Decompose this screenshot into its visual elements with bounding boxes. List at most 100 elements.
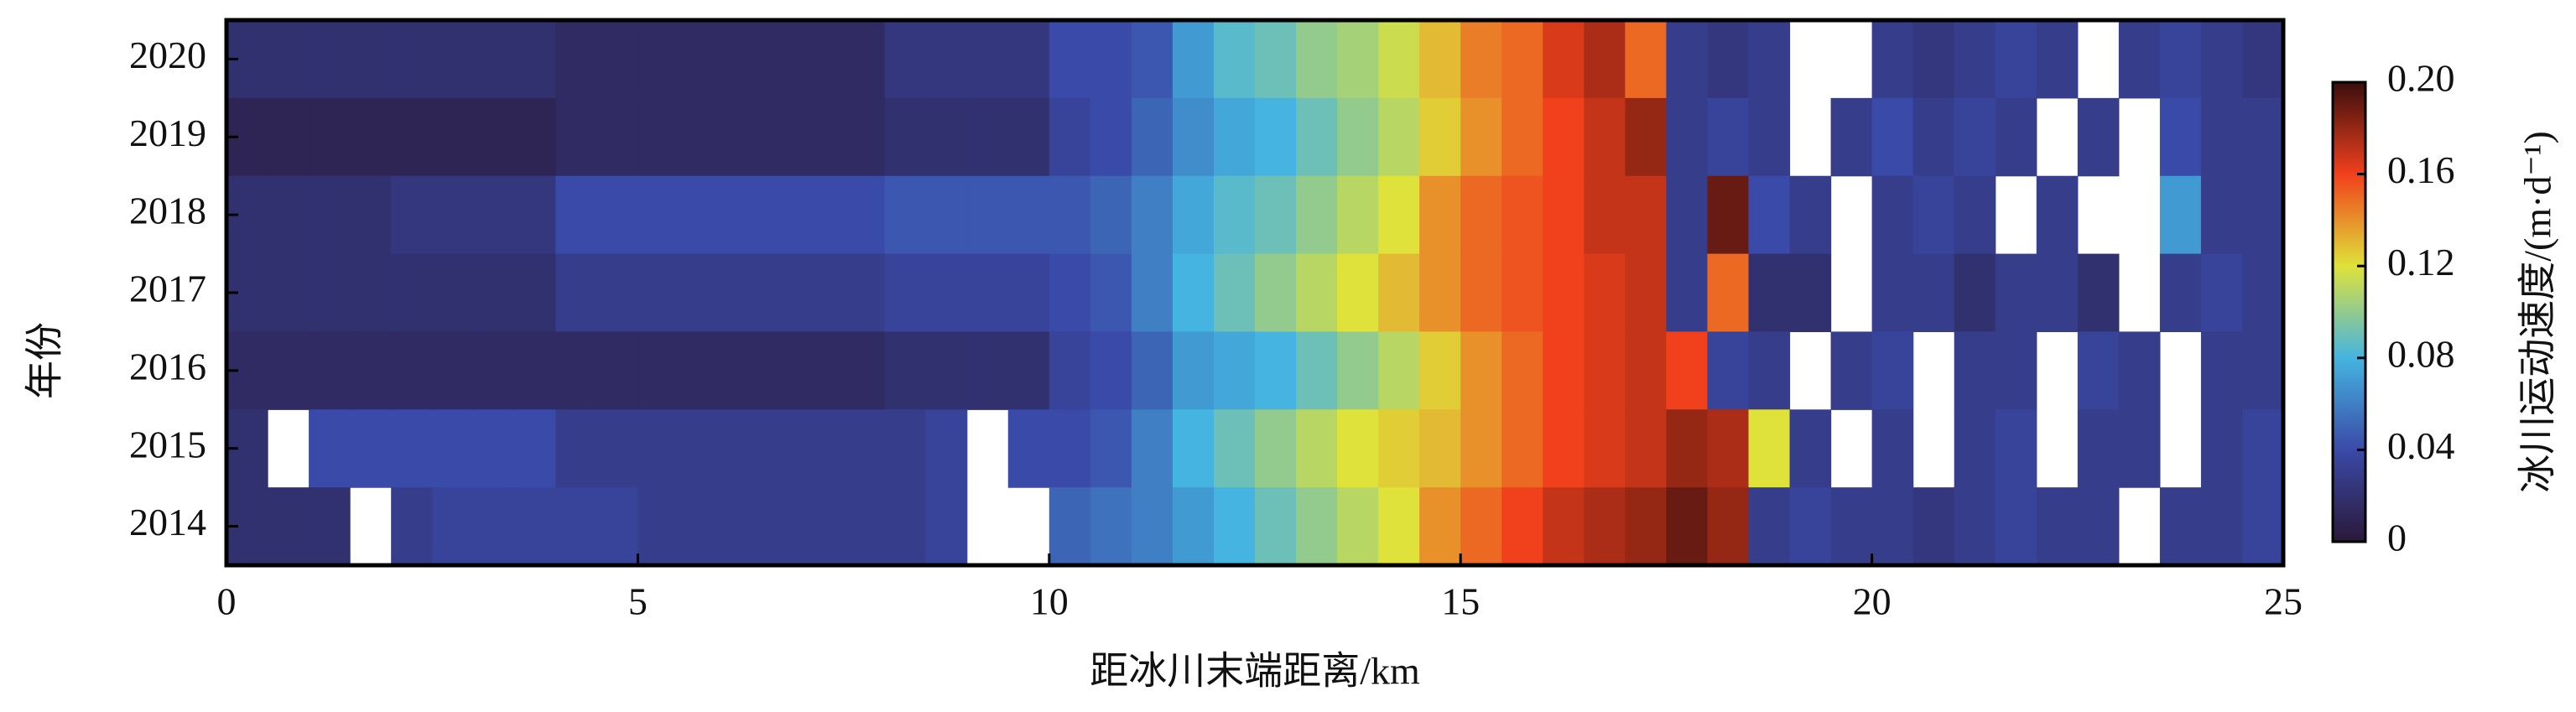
heat-cell (1954, 409, 1996, 488)
heat-cell (1337, 97, 1379, 177)
heat-cell (720, 20, 762, 99)
heat-cell (1501, 487, 1543, 566)
heat-cell (1131, 97, 1174, 177)
heat-cell (1296, 409, 1338, 488)
heat-cell (1296, 97, 1338, 177)
heat-cell (679, 175, 721, 255)
heat-cell (1255, 20, 1297, 99)
x-axis-label: 距冰川末端距离/km (1090, 650, 1420, 693)
heat-cell (1131, 331, 1174, 410)
heat-cell (761, 331, 804, 410)
heat-cell (1419, 409, 1461, 488)
heat-cell (1584, 253, 1626, 333)
heat-cell (2200, 331, 2243, 410)
heat-cell (802, 20, 845, 99)
heat-cell (432, 331, 474, 410)
heat-cell (1748, 175, 1791, 255)
heat-cell (925, 487, 968, 566)
heat-cell (843, 487, 886, 566)
heat-cell (1172, 253, 1215, 333)
heat-cell (2241, 253, 2284, 333)
heat-cell (1625, 175, 1667, 255)
heat-cell (2036, 20, 2079, 99)
heat-cell (1748, 331, 1791, 410)
heat-cell (1378, 97, 1420, 177)
heat-cell (309, 175, 351, 255)
heat-cell (596, 253, 638, 333)
heat-cell (1584, 97, 1626, 177)
heat-cell (1912, 20, 1955, 99)
heat-cell (1912, 175, 1955, 255)
heat-cell (1954, 331, 1996, 410)
heat-cell (1049, 409, 1091, 488)
heat-cell (2077, 331, 2120, 410)
heat-cell (884, 409, 927, 488)
heat-cell (1543, 487, 1585, 566)
heat-cell (596, 175, 638, 255)
heat-cell (1707, 331, 1750, 410)
heat-cell (802, 175, 845, 255)
heat-cell (761, 487, 804, 566)
heat-cell (761, 175, 804, 255)
heat-cell (1912, 487, 1955, 566)
heat-cell (268, 20, 310, 99)
heat-cell (1871, 409, 1914, 488)
heat-cell (679, 487, 721, 566)
heat-cell (2077, 487, 2120, 566)
heat-cell (1625, 331, 1667, 410)
heat-cell (679, 409, 721, 488)
heat-cell (1912, 97, 1955, 177)
heat-cell (514, 175, 556, 255)
x-tick-label: 25 (2264, 580, 2303, 623)
heat-cell (1543, 97, 1585, 177)
heat-cell (1871, 97, 1914, 177)
heat-cell (432, 253, 474, 333)
x-tick-label: 20 (1853, 580, 1892, 623)
heat-cell (555, 409, 597, 488)
heat-cell (1131, 487, 1174, 566)
heat-cell (1007, 331, 1050, 410)
heat-cell (966, 175, 1009, 255)
heat-cell (679, 253, 721, 333)
heat-cell (720, 253, 762, 333)
heat-cell (2036, 253, 2079, 333)
heat-cell (1789, 175, 1832, 255)
heat-cell (966, 20, 1009, 99)
heat-cell (1090, 487, 1132, 566)
heat-cell (884, 20, 927, 99)
heat-cell (1090, 331, 1132, 410)
heat-cell (2241, 331, 2284, 410)
heat-cell (2077, 97, 2120, 177)
y-tick-label: 2020 (129, 34, 206, 76)
heat-cell (473, 20, 515, 99)
heat-cell (1748, 253, 1791, 333)
heat-cell (309, 487, 351, 566)
heat-cell (2200, 97, 2243, 177)
heat-cell (1419, 331, 1461, 410)
heat-cell (1337, 253, 1379, 333)
heat-cell (1871, 253, 1914, 333)
heat-cell (1584, 487, 1626, 566)
heatmap (226, 20, 2284, 566)
heat-cell (761, 253, 804, 333)
heat-cell (1748, 487, 1791, 566)
heat-cell (1501, 331, 1543, 410)
heat-cell (1049, 20, 1091, 99)
heat-cell (2077, 253, 2120, 333)
colorbar-tick-label: 0.20 (2387, 57, 2455, 100)
heat-cell (2241, 97, 2284, 177)
heat-cell (720, 409, 762, 488)
heat-cell (1954, 20, 1996, 99)
heat-cell (596, 97, 638, 177)
heat-cell (1131, 175, 1174, 255)
y-tick-label: 2018 (129, 190, 206, 232)
heat-cell (1419, 175, 1461, 255)
heat-cell (1296, 253, 1338, 333)
heat-cell (1131, 20, 1174, 99)
colorbar-tick-label: 0.12 (2387, 241, 2455, 283)
heat-cell (2159, 487, 2202, 566)
heat-cell (802, 487, 845, 566)
heat-cell (2036, 487, 2079, 566)
heat-cell (1666, 253, 1709, 333)
